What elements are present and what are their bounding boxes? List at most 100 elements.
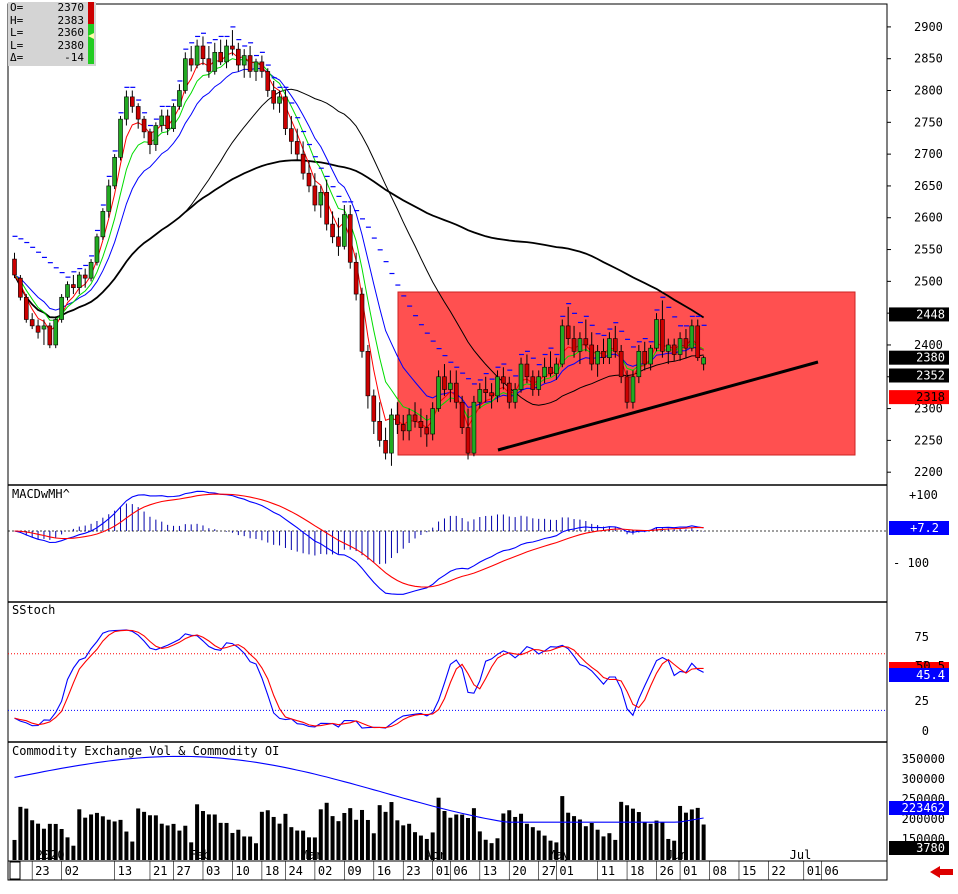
candle-body bbox=[112, 157, 117, 187]
volume-bar bbox=[701, 824, 706, 860]
volume-bar bbox=[83, 817, 88, 860]
macd-label: MACDwMH^ bbox=[12, 487, 70, 501]
volume-bar bbox=[683, 812, 688, 860]
candle-body bbox=[465, 427, 471, 454]
price-tick-label: 2650 bbox=[914, 179, 943, 193]
candle-body bbox=[29, 319, 35, 327]
scroll-left-icon bbox=[930, 866, 953, 878]
volume-bar bbox=[407, 823, 412, 860]
volume-bar bbox=[607, 833, 612, 860]
price-tick-label: 2750 bbox=[914, 115, 943, 129]
candle-body bbox=[159, 115, 165, 126]
volume-bar bbox=[524, 823, 529, 860]
support-trendline bbox=[497, 360, 819, 452]
volume-bar bbox=[65, 837, 70, 860]
candle-body bbox=[406, 414, 412, 432]
candle-body bbox=[41, 325, 47, 330]
candle-body bbox=[318, 191, 324, 206]
ohlc-open: O= 2370 bbox=[8, 1, 96, 15]
ohlc-low-value: 2360 bbox=[57, 26, 85, 40]
ohlc-open-label: O= bbox=[10, 1, 24, 14]
volume-bar bbox=[77, 809, 82, 860]
price-badge-label: 2380 bbox=[916, 351, 945, 365]
candle-body bbox=[524, 363, 530, 378]
date-tick-label: 01 bbox=[436, 864, 450, 878]
candle-body bbox=[124, 96, 129, 120]
volume-bar bbox=[466, 817, 471, 860]
candle-body bbox=[453, 382, 459, 403]
date-tick-label: 09 bbox=[347, 864, 361, 878]
candle-body bbox=[559, 325, 565, 365]
stoch-d-line bbox=[14, 629, 704, 729]
candle-body bbox=[612, 338, 618, 352]
volume-bar bbox=[630, 808, 635, 860]
candle-body bbox=[624, 376, 630, 403]
candle-body bbox=[188, 58, 194, 66]
stoch-tick-label: 0 bbox=[922, 724, 929, 738]
candle-body bbox=[171, 106, 176, 129]
volume-bar bbox=[289, 827, 294, 860]
macd-badge-label: +7.2 bbox=[910, 521, 939, 535]
volume-bar bbox=[265, 810, 270, 860]
candle-body bbox=[224, 45, 229, 63]
candle-body bbox=[277, 96, 282, 104]
candle-body bbox=[436, 376, 441, 409]
price-tick-label: 2300 bbox=[914, 402, 943, 416]
candle-body bbox=[471, 401, 477, 454]
candle-body bbox=[259, 61, 265, 72]
volume-bar bbox=[212, 814, 217, 860]
candle-body bbox=[135, 106, 141, 120]
volume-bar bbox=[253, 843, 258, 860]
date-tick-label: 24 bbox=[288, 864, 302, 878]
volume-bar bbox=[619, 801, 624, 860]
month-label: Mar bbox=[301, 848, 323, 862]
volume-bar bbox=[377, 805, 382, 860]
volume-bar bbox=[330, 816, 335, 860]
volume-bar bbox=[248, 836, 253, 860]
volume-bar bbox=[430, 832, 435, 860]
date-tick-label: 08 bbox=[713, 864, 727, 878]
volume-bar bbox=[389, 802, 394, 860]
volume-bar bbox=[595, 829, 600, 860]
price-badge bbox=[889, 307, 949, 322]
candle-body bbox=[630, 376, 636, 403]
volume-bar bbox=[560, 796, 565, 860]
volume-bar bbox=[18, 806, 23, 860]
date-tick-label: 01 bbox=[559, 864, 573, 878]
candle-body bbox=[212, 52, 218, 72]
volume-bar bbox=[307, 837, 311, 860]
candle-body bbox=[430, 408, 435, 435]
ohlc-high-label: H= bbox=[10, 13, 24, 27]
volume-bar bbox=[454, 814, 459, 860]
volume-bar bbox=[660, 822, 665, 860]
candle-body bbox=[642, 351, 648, 365]
candle-body bbox=[489, 392, 494, 397]
date-tick-label: 20 bbox=[512, 864, 526, 878]
candle-body bbox=[565, 325, 571, 339]
volume-bar bbox=[324, 802, 329, 860]
date-tick-label: 01 bbox=[807, 864, 821, 878]
volume-bar bbox=[536, 830, 541, 860]
candle-body bbox=[383, 440, 388, 454]
volume-bar bbox=[542, 835, 547, 860]
volume-tick-label: 200000 bbox=[902, 812, 945, 826]
candle-body bbox=[618, 351, 624, 378]
month-label: Feb bbox=[189, 848, 211, 862]
ohlc-high: H= 2383 bbox=[8, 13, 96, 28]
stoch-d-badge bbox=[889, 662, 949, 670]
volume-bar bbox=[471, 808, 476, 860]
candle-body bbox=[554, 363, 559, 374]
date-tick-label: 27 bbox=[177, 864, 191, 878]
macd-badge bbox=[889, 521, 949, 535]
volume-bar bbox=[159, 823, 164, 860]
candle-body bbox=[183, 58, 188, 91]
volume-bar bbox=[413, 832, 418, 860]
price-tick-label: 2200 bbox=[914, 465, 943, 479]
date-tick-label: 02 bbox=[65, 864, 79, 878]
volume-tick-label: 300000 bbox=[902, 772, 945, 786]
volume-bar bbox=[689, 809, 694, 860]
candle-body bbox=[571, 338, 577, 352]
month-label: Jun bbox=[666, 848, 688, 862]
volume-bar bbox=[448, 817, 453, 860]
